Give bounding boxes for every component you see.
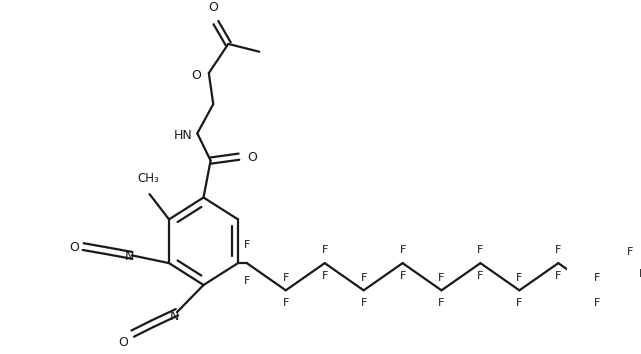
Text: F: F [438, 298, 445, 308]
Text: F: F [283, 298, 289, 308]
Text: F: F [283, 273, 289, 283]
Text: F: F [322, 271, 328, 281]
Text: F: F [555, 245, 562, 256]
Text: O: O [69, 241, 79, 254]
Text: F: F [322, 245, 328, 256]
Text: N: N [124, 250, 133, 263]
Text: N: N [171, 310, 179, 323]
Text: F: F [360, 298, 367, 308]
Text: F: F [438, 273, 445, 283]
Text: F: F [244, 240, 250, 251]
Text: F: F [639, 269, 641, 279]
Text: F: F [399, 271, 406, 281]
Text: F: F [516, 273, 522, 283]
Text: F: F [555, 271, 562, 281]
Text: O: O [191, 69, 201, 81]
Text: HN: HN [173, 129, 192, 142]
Text: F: F [478, 271, 483, 281]
Text: F: F [627, 247, 633, 257]
Text: F: F [594, 273, 601, 283]
Text: O: O [208, 1, 218, 14]
Text: F: F [244, 276, 250, 286]
Text: F: F [516, 298, 522, 308]
Text: O: O [119, 336, 128, 349]
Text: F: F [594, 298, 601, 308]
Text: F: F [478, 245, 483, 256]
Text: F: F [399, 245, 406, 256]
Text: O: O [247, 151, 257, 164]
Text: F: F [360, 273, 367, 283]
Text: CH₃: CH₃ [137, 172, 159, 185]
